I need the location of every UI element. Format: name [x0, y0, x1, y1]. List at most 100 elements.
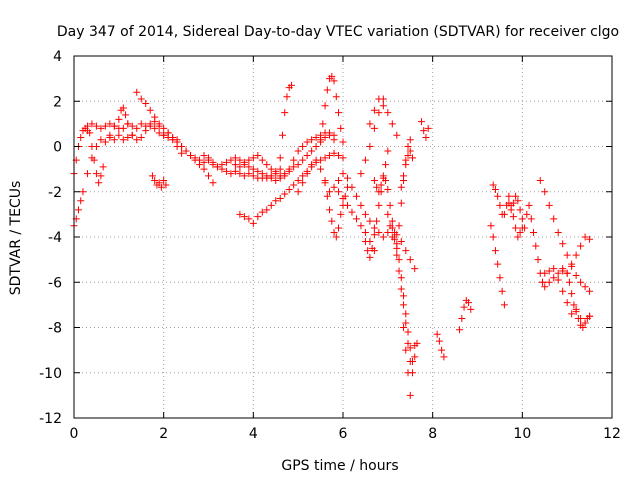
data-point — [545, 267, 553, 275]
data-point — [294, 176, 302, 184]
data-point — [160, 176, 168, 184]
data-point — [554, 228, 562, 236]
data-point — [438, 346, 446, 354]
y-axis-label: SDTVAR / TECUs — [8, 181, 24, 296]
data-point — [218, 161, 226, 169]
data-point — [151, 124, 159, 132]
series-track-28 — [505, 192, 547, 286]
data-point — [397, 183, 405, 191]
data-point — [509, 199, 517, 207]
data-point — [231, 154, 239, 162]
data-point — [106, 120, 114, 128]
data-point — [435, 337, 443, 345]
data-point — [92, 122, 100, 130]
data-point — [157, 183, 165, 191]
data-point — [321, 102, 329, 110]
data-point — [370, 224, 378, 232]
data-point — [312, 143, 320, 150]
x-tick-label: 12 — [603, 426, 621, 442]
data-point — [393, 131, 401, 139]
series-track-16 — [366, 95, 401, 139]
data-point — [379, 172, 387, 180]
data-point — [518, 215, 526, 223]
data-point — [137, 95, 145, 103]
data-point — [494, 192, 502, 200]
data-point — [240, 172, 248, 180]
data-point — [536, 176, 544, 184]
series-track-12 — [317, 72, 347, 146]
data-point — [527, 215, 535, 223]
data-point — [272, 170, 280, 178]
data-point — [92, 170, 100, 178]
data-point — [77, 133, 85, 141]
data-point — [521, 224, 529, 232]
data-point — [335, 152, 343, 160]
data-point — [276, 154, 284, 162]
data-point — [554, 269, 562, 277]
series-track-24 — [433, 330, 448, 361]
data-point — [88, 143, 96, 150]
data-point — [404, 328, 412, 336]
data-point — [281, 170, 289, 178]
x-tick-label: 10 — [513, 426, 531, 442]
data-point — [489, 181, 497, 189]
data-point — [384, 228, 392, 236]
data-point — [191, 156, 199, 164]
data-point — [155, 120, 163, 128]
data-point — [373, 183, 381, 191]
data-point — [433, 330, 441, 338]
data-point — [254, 213, 262, 221]
data-point — [86, 129, 94, 137]
data-point — [388, 233, 396, 241]
data-point — [90, 156, 98, 164]
data-point — [554, 276, 562, 284]
data-point — [572, 251, 580, 259]
data-point — [312, 156, 320, 164]
data-point — [267, 201, 275, 209]
data-point — [559, 287, 567, 295]
data-point — [164, 129, 172, 137]
series-track-17 — [361, 147, 392, 261]
data-point — [332, 233, 340, 241]
y-tick-label: -8 — [48, 321, 62, 337]
data-point — [249, 165, 257, 173]
series-track-23 — [417, 118, 432, 141]
data-point — [386, 222, 394, 230]
data-point — [491, 247, 499, 255]
data-point — [357, 222, 365, 230]
data-point — [155, 129, 163, 137]
data-point — [579, 324, 587, 331]
data-point — [541, 188, 549, 196]
data-point — [523, 210, 531, 218]
data-point — [379, 233, 387, 241]
data-point — [263, 161, 271, 169]
data-point — [200, 165, 208, 173]
data-point — [348, 208, 356, 216]
data-point — [122, 111, 130, 119]
data-point — [222, 158, 230, 166]
data-point — [400, 292, 408, 300]
series-track-15 — [357, 95, 387, 178]
data-point — [559, 267, 567, 275]
series-track-26 — [487, 222, 508, 309]
data-point — [375, 109, 383, 117]
data-point — [339, 170, 347, 178]
data-point — [321, 154, 329, 162]
data-point — [458, 314, 466, 322]
data-point — [586, 287, 594, 295]
data-point — [317, 165, 325, 173]
data-point — [119, 104, 127, 112]
data-point — [245, 170, 253, 178]
data-point — [516, 228, 524, 236]
data-point — [335, 176, 343, 184]
x-tick-label: 0 — [70, 426, 79, 442]
y-tick-label: -6 — [48, 275, 62, 291]
data-point — [249, 154, 257, 162]
data-point — [97, 136, 105, 144]
data-point — [568, 290, 576, 298]
data-point — [400, 301, 408, 309]
data-point — [200, 158, 208, 166]
series-track-6 — [148, 172, 170, 191]
y-tick-label: -10 — [39, 366, 62, 382]
series-track-2 — [70, 124, 107, 187]
